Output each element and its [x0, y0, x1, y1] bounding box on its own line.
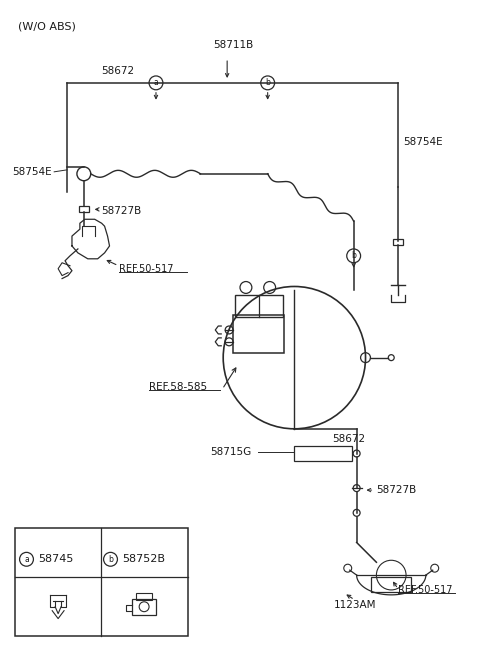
- Text: 58752B: 58752B: [122, 554, 166, 565]
- Text: 1123AM: 1123AM: [334, 600, 376, 610]
- Text: 58672: 58672: [332, 434, 365, 443]
- Text: b: b: [351, 252, 356, 260]
- Text: REF.58-585: REF.58-585: [149, 383, 207, 392]
- Text: b: b: [108, 555, 113, 564]
- Text: 58754E: 58754E: [12, 167, 52, 177]
- Text: 58711B: 58711B: [213, 41, 253, 50]
- Text: REF.50-517: REF.50-517: [398, 585, 453, 595]
- Bar: [235, 295, 283, 317]
- Text: b: b: [265, 79, 270, 87]
- Bar: [132, 599, 156, 614]
- Text: (W/O ABS): (W/O ABS): [18, 22, 75, 31]
- Bar: [294, 445, 352, 461]
- Bar: [136, 593, 152, 600]
- Bar: [233, 315, 285, 352]
- Text: a: a: [154, 79, 158, 87]
- Bar: [79, 206, 89, 212]
- Bar: [393, 239, 403, 245]
- Text: REF.50-517: REF.50-517: [120, 264, 174, 274]
- Text: a: a: [24, 555, 29, 564]
- Text: 58745: 58745: [38, 554, 74, 565]
- Text: 58754E: 58754E: [403, 137, 443, 147]
- Bar: [372, 577, 411, 592]
- Text: 58672: 58672: [102, 66, 135, 76]
- Bar: [14, 528, 188, 637]
- Text: 58715G: 58715G: [210, 447, 252, 457]
- Text: 58727B: 58727B: [376, 485, 417, 495]
- Text: 58727B: 58727B: [102, 206, 142, 216]
